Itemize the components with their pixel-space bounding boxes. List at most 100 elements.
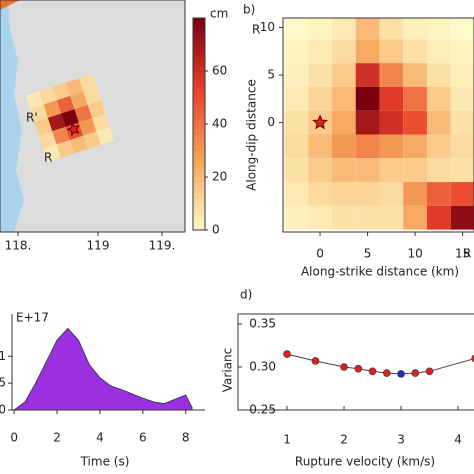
panel-label: d): [240, 288, 252, 302]
slip-cell: [426, 134, 451, 159]
slip-cell: [34, 117, 53, 136]
colorbar-step: [193, 134, 205, 141]
colorbar-tick-label: 40: [212, 117, 227, 131]
x-tick-label: 4: [454, 433, 462, 447]
colorbar-step: [193, 219, 205, 226]
slip-cell: [52, 82, 71, 101]
slip-cell: [355, 205, 380, 230]
slip-cell: [355, 63, 380, 87]
slip-cell: [284, 182, 309, 206]
slip-cell: [403, 39, 427, 64]
slip-cell: [83, 131, 101, 150]
slip-cell: [403, 158, 427, 183]
colorbar-step: [193, 102, 205, 109]
slip-cell: [78, 118, 97, 136]
slip-cell: [284, 158, 309, 183]
slip-cell: [308, 134, 332, 159]
x-tick-label: 4: [96, 431, 104, 445]
slip-cell: [403, 134, 427, 159]
colorbar-step: [193, 23, 205, 30]
x-tick-label: 5: [364, 247, 372, 261]
slip-cell: [403, 63, 427, 87]
slip-cell: [426, 39, 451, 64]
slip-cell: [43, 144, 61, 163]
colorbar-step: [193, 198, 205, 204]
label: R: [463, 247, 471, 261]
slip-cell: [284, 86, 309, 111]
slip-cell: [308, 158, 332, 183]
y-tick-label: 5: [267, 68, 275, 82]
colorbar-step: [193, 124, 205, 130]
colorbar-step: [193, 86, 205, 93]
slip-cell: [403, 110, 427, 135]
slip-cell: [355, 110, 380, 135]
slip-cell: [56, 95, 75, 114]
colorbar-step: [193, 76, 205, 83]
slip-cell: [39, 86, 57, 105]
slip-cell: [87, 100, 106, 119]
slip-cell: [450, 86, 474, 111]
slip-cell: [56, 140, 75, 158]
colorbar-step: [193, 49, 205, 56]
slip-cell: [79, 73, 97, 92]
slip-cell: [426, 205, 451, 230]
colorbar-step: [193, 55, 205, 61]
slip-cell: [331, 110, 356, 135]
slip-cell: [308, 86, 332, 111]
slip-cell: [83, 87, 102, 105]
slip-cell: [379, 134, 404, 159]
slip-cell: [331, 205, 356, 230]
slip-cell: [379, 18, 404, 40]
point: [471, 354, 474, 363]
slip-cell: [355, 18, 380, 40]
slip-cell: [43, 100, 62, 118]
colorbar-step: [193, 150, 205, 157]
slip-cell: [355, 158, 380, 183]
colorbar-step: [193, 161, 205, 167]
colorbar-step: [193, 81, 205, 88]
colorbar-step: [193, 113, 205, 120]
x-tick-label: 15: [455, 247, 470, 261]
slip-cell: [284, 134, 309, 159]
slip-cell: [331, 134, 356, 159]
x-tick-label: 2: [340, 433, 348, 447]
y-tick-label: 5: [0, 376, 6, 390]
slip-cell: [331, 63, 356, 87]
colorbar-step: [193, 97, 205, 104]
point: [340, 363, 348, 371]
slip-cell: [69, 135, 88, 154]
colorbar-step: [193, 166, 205, 173]
colorbar-step: [193, 92, 205, 98]
x-tick-label: 3: [397, 433, 405, 447]
slip-cell: [331, 182, 356, 206]
slip-cell: [92, 113, 110, 132]
y-tick-label: 0.25: [249, 403, 276, 417]
x-axis-label: Along-strike distance (km): [301, 265, 459, 279]
slip-cell: [331, 18, 356, 40]
epicenter: [66, 122, 80, 137]
y-tick-label: 0: [0, 403, 6, 417]
y-tick-label: 0: [267, 115, 275, 129]
colorbar-step: [193, 177, 205, 183]
slip-cell: [284, 205, 309, 230]
x-tick-label: 2: [53, 431, 61, 445]
point: [397, 370, 405, 378]
frame: [237, 313, 474, 411]
slip-cell: [426, 110, 451, 135]
y-axis-label: Varianc: [221, 348, 235, 392]
slip-cell: [331, 86, 356, 111]
slip-cell: [25, 91, 44, 109]
slip-cell: [450, 134, 474, 159]
y-axis-label: Along-dip distance: [245, 79, 259, 191]
colorbar-tick-label: 0: [212, 223, 220, 237]
x-tick-label: 119.: [149, 239, 176, 253]
x-tick-label: 0: [316, 247, 324, 261]
slip-cell: [379, 205, 404, 230]
colorbar-label: cm: [210, 7, 228, 21]
map-river: [0, 0, 20, 10]
slip-cell: [426, 182, 451, 206]
slip-cell: [403, 18, 427, 40]
point: [368, 367, 377, 376]
slip-cell: [52, 126, 70, 145]
